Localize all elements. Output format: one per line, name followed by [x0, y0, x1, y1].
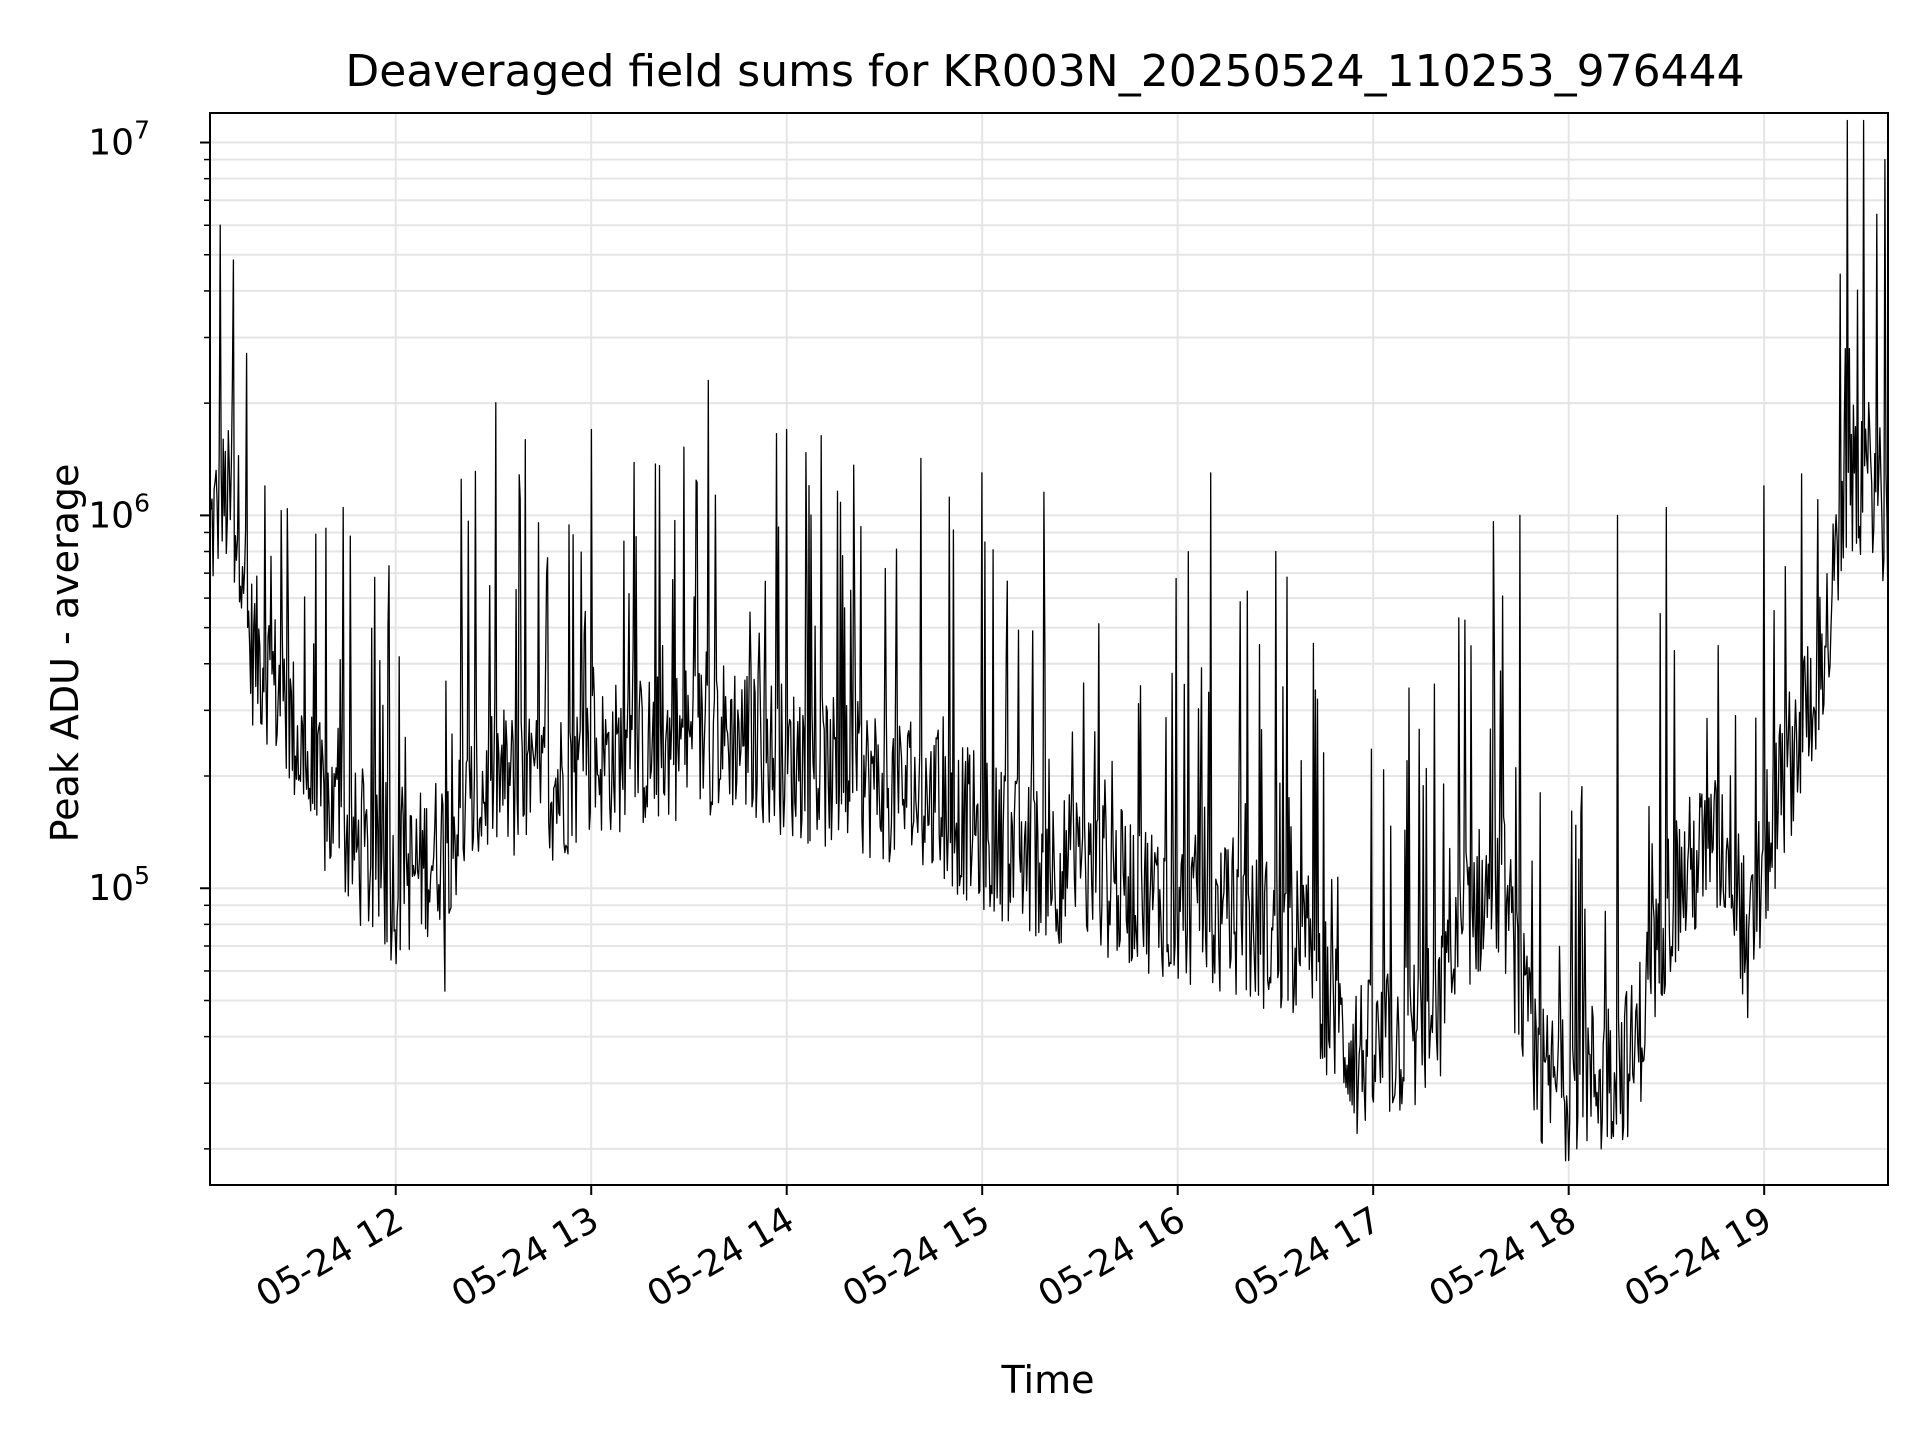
y-axis-label: Peak ADU - average [43, 464, 87, 843]
y-tick-label: 107 [88, 116, 150, 164]
chart-title: Deaveraged field sums for KR003N_2025052… [345, 46, 1744, 97]
plot-frame [209, 112, 1889, 1186]
series-line [209, 119, 1889, 1162]
y-tick-label: 105 [88, 861, 150, 909]
x-tick-label: 05-24 15 [836, 1199, 997, 1315]
x-tick-label: 05-24 12 [250, 1199, 411, 1315]
plot-area [209, 119, 1889, 1162]
x-tick-label: 05-24 17 [1227, 1199, 1388, 1315]
y-tick-label: 106 [88, 488, 150, 536]
x-tick-label: 05-24 18 [1423, 1199, 1584, 1315]
x-tick-label: 05-24 19 [1618, 1199, 1779, 1315]
x-axis-label: Time [1001, 1358, 1095, 1402]
x-tick-label: 05-24 14 [641, 1199, 802, 1315]
x-tick-label: 05-24 16 [1032, 1199, 1193, 1315]
x-tick-label: 05-24 13 [445, 1199, 606, 1315]
